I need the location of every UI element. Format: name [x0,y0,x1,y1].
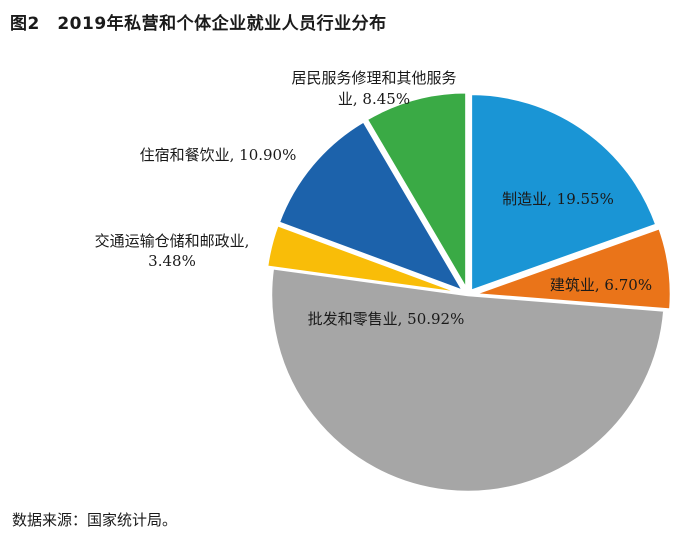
slice-label-line: 居民服务修理和其他服务 [291,69,456,87]
slice-label-line: 交通运输仓储和邮政业, [95,232,250,250]
slice-label-4: 交通运输仓储和邮政业, 3.48% [95,232,250,270]
pie-slice-1 [469,92,658,293]
slice-label-1: 制造业, 19.55% [502,190,614,208]
data-source-note: 数据来源：国家统计局。 [12,511,178,529]
pie-slice-3 [269,266,666,494]
slice-label-line: 批发和零售业, 50.92% [308,310,465,328]
figure-title: 图2 2019年私营和个体企业就业人员行业分布 [10,14,387,34]
slice-label-6: 居民服务修理和其他服务业, 8.45% [291,69,456,108]
pie-slice-6 [365,90,468,291]
slice-label-line: 住宿和餐饮业, 10.90% [140,146,297,164]
slice-label-line: 业, 8.45% [338,90,410,108]
slice-label-2: 建筑业, 6.70% [550,276,652,294]
slice-label-3: 批发和零售业, 50.92% [308,310,465,328]
slice-label-line: 建筑业, 6.70% [550,276,652,294]
pie-slices [265,90,673,494]
slice-label-line: 制造业, 19.55% [502,190,614,208]
slice-label-5: 住宿和餐饮业, 10.90% [140,146,297,164]
pie-slice-2 [472,226,673,311]
pie-slice-5 [277,120,465,293]
slice-label-line: 3.48% [148,252,196,270]
pie-labels: 制造业, 19.55% 建筑业, 6.70% 批发和零售业, 50.92% 交通运输仓… [95,69,652,328]
pie-slice-4 [265,223,464,295]
